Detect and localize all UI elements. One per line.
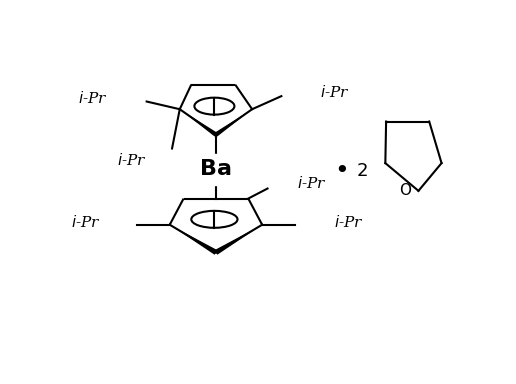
Text: $i$-Pr: $i$-Pr <box>117 152 147 168</box>
Text: 2: 2 <box>357 162 368 180</box>
Text: $i$-Pr: $i$-Pr <box>320 84 349 100</box>
Text: O: O <box>399 183 411 199</box>
Polygon shape <box>170 225 217 255</box>
Text: Ba: Ba <box>200 159 232 179</box>
Polygon shape <box>215 109 252 137</box>
Text: $i$-Pr: $i$-Pr <box>297 175 327 191</box>
Text: $i$-Pr: $i$-Pr <box>78 91 108 106</box>
Text: •: • <box>334 159 349 183</box>
Text: $i$-Pr: $i$-Pr <box>71 214 101 230</box>
Polygon shape <box>215 225 262 255</box>
Text: $i$-Pr: $i$-Pr <box>334 214 363 230</box>
Polygon shape <box>180 109 217 137</box>
